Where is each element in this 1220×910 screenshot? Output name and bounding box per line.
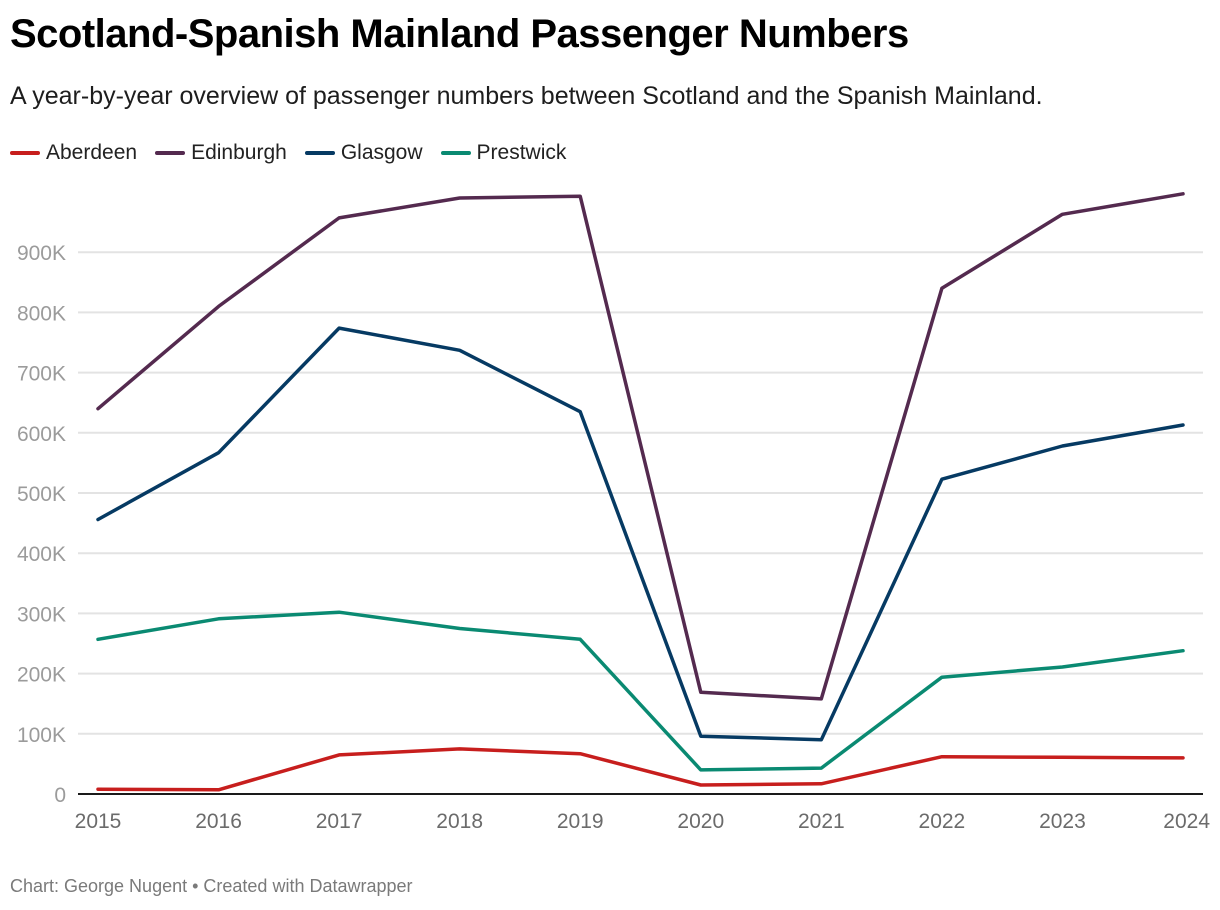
legend-label: Aberdeen: [46, 141, 138, 164]
series-line-aberdeen: [96, 747, 1185, 792]
y-tick-label: 500K: [17, 483, 66, 506]
y-axis-ticks: 0 100K 200K 300K 400K 500K 600K 700K 800K 900K: [17, 242, 66, 807]
x-axis-ticks: 2015 2016 2017 2018 2019 2020 2021 2022 2023 2024: [75, 810, 1211, 833]
legend-label: Prestwick: [476, 141, 567, 164]
y-tick-label: 100K: [17, 724, 66, 747]
legend-swatch: [304, 151, 335, 155]
chart-subtitle: A year-by-year overview of passenger num…: [10, 82, 1043, 110]
legend-label: Edinburgh: [191, 141, 287, 164]
x-tick-label: 2022: [919, 810, 966, 833]
y-tick-label: 900K: [17, 242, 66, 265]
chart-title: Scotland-Spanish Mainland Passenger Numb…: [10, 12, 909, 56]
x-tick-label: 2018: [436, 810, 483, 833]
x-tick-label: 2020: [677, 810, 724, 833]
y-tick-label: 200K: [17, 664, 66, 687]
x-tick-label: 2024: [1163, 810, 1210, 833]
series-line-glasgow: [96, 326, 1185, 742]
x-tick-label: 2016: [195, 810, 242, 833]
legend-swatch: [440, 151, 471, 155]
legend-item-aberdeen: Aberdeen: [10, 141, 137, 165]
legend-label: Glasgow: [340, 141, 423, 164]
chart-credit: Chart: George Nugent • Created with Data…: [10, 876, 413, 896]
series-lines: [96, 192, 1185, 792]
legend-swatch: [155, 151, 186, 155]
y-tick-label: 600K: [17, 423, 66, 446]
y-tick-label: 300K: [17, 603, 66, 626]
legend-item-edinburgh: Edinburgh: [155, 141, 287, 165]
y-tick-label: 800K: [17, 302, 66, 325]
y-tick-label: 700K: [17, 363, 66, 386]
series-line-edinburgh: [96, 192, 1185, 701]
legend-item-prestwick: Prestwick: [440, 141, 567, 165]
gridlines: [78, 251, 1203, 735]
x-tick-label: 2015: [75, 810, 122, 833]
legend: Aberdeen Edinburgh Glasgow Prestwick: [10, 141, 584, 165]
x-tick-label: 2021: [798, 810, 845, 833]
y-tick-label: 400K: [17, 543, 66, 566]
series-line-prestwick: [96, 610, 1185, 772]
x-tick-label: 2019: [557, 810, 604, 833]
x-tick-label: 2017: [316, 810, 363, 833]
y-tick-label: 0: [54, 784, 66, 807]
legend-item-glasgow: Glasgow: [304, 141, 423, 165]
x-tick-label: 2023: [1039, 810, 1086, 833]
legend-swatch: [10, 151, 40, 155]
